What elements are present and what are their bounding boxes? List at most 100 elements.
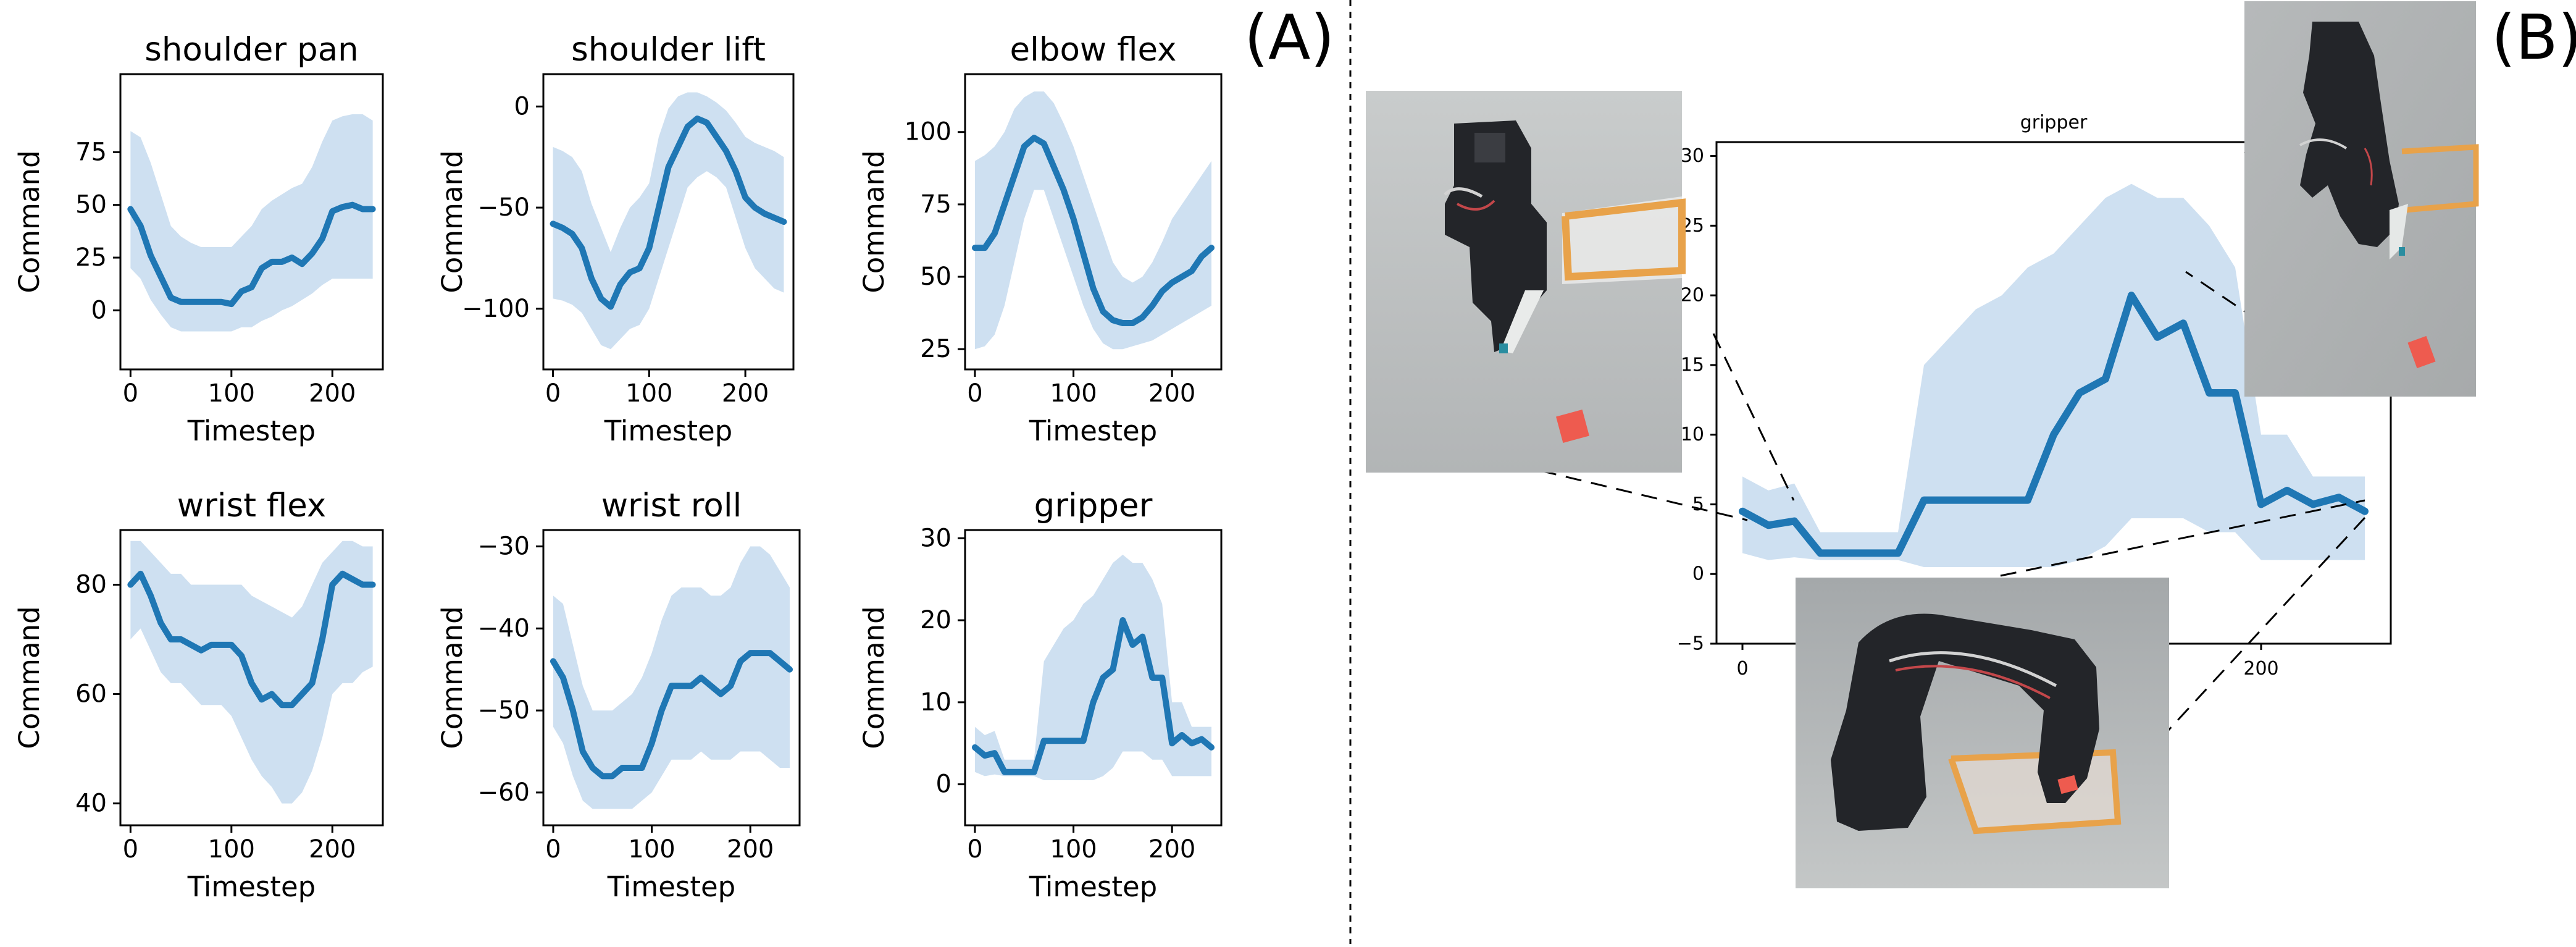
chart-shoulder-lift: 0 100 200 −100 −50 0 shoulder lift Timestep Comm… <box>436 31 795 447</box>
y-tick-label: 10 <box>1681 424 1704 445</box>
panel-label-b: (B) <box>2491 1 2576 74</box>
panel-label-a: (A) <box>1244 1 1334 74</box>
connector-photo1-side <box>1712 333 1795 501</box>
y-tick-label: −100 <box>462 295 530 323</box>
robot-arm-start-photo <box>1366 91 1686 473</box>
chart-title: shoulder lift <box>571 31 766 69</box>
x-tick-label: 200 <box>1148 379 1195 408</box>
x-tick-label: 200 <box>2243 658 2278 680</box>
x-axis-label: Timestep <box>187 870 316 903</box>
chart-wrist-flex: 0 100 200 40 60 80 wrist flex Timestep Command <box>13 487 384 903</box>
chart-elbow-flex: 0 100 200 25 50 75 100 elbow flex Timestep Comman… <box>858 31 1223 447</box>
y-tick-label: 75 <box>920 190 951 219</box>
mean-line <box>127 201 376 308</box>
connector-photo3-bottom <box>2167 516 2366 731</box>
chart-gripper: 0 100 200 0 10 20 30 gripper Timestep Command <box>858 487 1223 903</box>
std-band <box>1742 183 2365 567</box>
y-axis-label: Command <box>13 150 46 293</box>
y-tick-label: 40 <box>75 789 107 818</box>
mean-line <box>1739 292 2369 557</box>
robot-arm-grasp-photo <box>2244 1 2479 397</box>
axes-frame <box>119 529 384 827</box>
x-tick-label: 100 <box>1050 835 1097 864</box>
mean-line <box>127 570 376 709</box>
chart-title: shoulder pan <box>144 31 359 69</box>
mean-line <box>971 135 1215 327</box>
x-axis-label: Timestep <box>1029 870 1157 903</box>
y-tick-label: 100 <box>905 118 951 146</box>
y-tick-label: 0 <box>1692 563 1704 585</box>
y-tick-label: 50 <box>920 263 951 291</box>
y-tick-label: 20 <box>920 606 951 634</box>
x-tick-label: 200 <box>309 379 356 408</box>
y-tick-label: 50 <box>75 191 107 219</box>
y-axis-label: Command <box>13 606 46 749</box>
y-tick-label: 30 <box>920 524 951 552</box>
std-band <box>553 546 790 809</box>
y-axis-label: Command <box>858 150 890 293</box>
y-tick-label: −40 <box>478 614 530 642</box>
x-tick-label: 200 <box>722 379 769 408</box>
x-tick-label: 100 <box>208 835 255 864</box>
x-axis-label: Timestep <box>1029 415 1157 447</box>
x-tick-label: 100 <box>1050 379 1097 408</box>
x-tick-label: 200 <box>727 835 774 864</box>
y-tick-label: 10 <box>920 688 951 717</box>
chart-title: wrist roll <box>601 487 742 524</box>
y-tick-label: 30 <box>1681 145 1704 167</box>
axes-frame <box>964 529 1223 827</box>
y-tick-label: 25 <box>920 335 951 363</box>
axes-frame <box>542 529 801 827</box>
y-tick-label: 25 <box>75 243 107 272</box>
y-tick-label: 15 <box>1681 354 1704 376</box>
y-tick-label: 75 <box>75 138 107 166</box>
connector-photo1-bottom <box>1540 469 1748 521</box>
x-tick-label: 0 <box>967 379 982 408</box>
x-axis-label: Timestep <box>607 870 735 903</box>
x-tick-label: 0 <box>545 379 561 408</box>
x-tick-label: 200 <box>1148 835 1195 864</box>
x-axis-label: Timestep <box>187 415 316 447</box>
y-tick-label: −5 <box>1677 633 1704 655</box>
x-tick-label: 100 <box>208 379 255 408</box>
x-tick-label: 0 <box>1736 658 1748 680</box>
chart-wrist-roll: 0 100 200 −60 −50 −40 −30 wrist roll Timestep Com… <box>436 487 801 903</box>
y-tick-label: −50 <box>478 193 530 222</box>
x-tick-label: 0 <box>967 835 982 864</box>
x-tick-label: 100 <box>628 835 675 864</box>
chart-shoulder-pan: 0 100 200 0 25 50 75 shoulder pan Timestep Comman… <box>13 31 384 447</box>
y-tick-label: 60 <box>75 680 107 709</box>
y-tick-label: 0 <box>91 296 107 324</box>
x-tick-label: 100 <box>625 379 672 408</box>
y-tick-label: 0 <box>936 770 951 799</box>
y-axis-label: Command <box>436 606 469 749</box>
connector-photo3-top <box>2000 499 2365 577</box>
y-tick-label: 80 <box>75 571 107 599</box>
y-tick-label: 5 <box>1692 494 1704 515</box>
mean-line <box>971 617 1215 775</box>
x-axis-label: Timestep <box>604 415 732 447</box>
x-tick-label: 0 <box>123 379 138 408</box>
std-band <box>130 541 373 804</box>
std-band <box>974 91 1212 350</box>
axes-frame <box>119 73 384 371</box>
y-tick-label: 20 <box>1681 285 1704 306</box>
y-tick-label: 0 <box>514 92 530 120</box>
x-tick-label: 0 <box>123 835 138 864</box>
mean-line <box>550 116 787 310</box>
x-tick-label: 0 <box>545 835 561 864</box>
y-axis-label: Command <box>858 606 890 749</box>
y-tick-label: −30 <box>478 532 530 561</box>
axes-frame <box>542 73 795 371</box>
chart-title: wrist flex <box>177 487 327 524</box>
y-tick-label: −50 <box>478 696 530 725</box>
chart-title: gripper <box>1034 487 1153 524</box>
std-band <box>974 554 1212 780</box>
x-tick-label: 200 <box>309 835 356 864</box>
axes-frame <box>964 73 1223 371</box>
std-band <box>130 114 373 332</box>
y-axis-label: Command <box>436 150 469 293</box>
y-tick-label: −60 <box>478 778 530 807</box>
